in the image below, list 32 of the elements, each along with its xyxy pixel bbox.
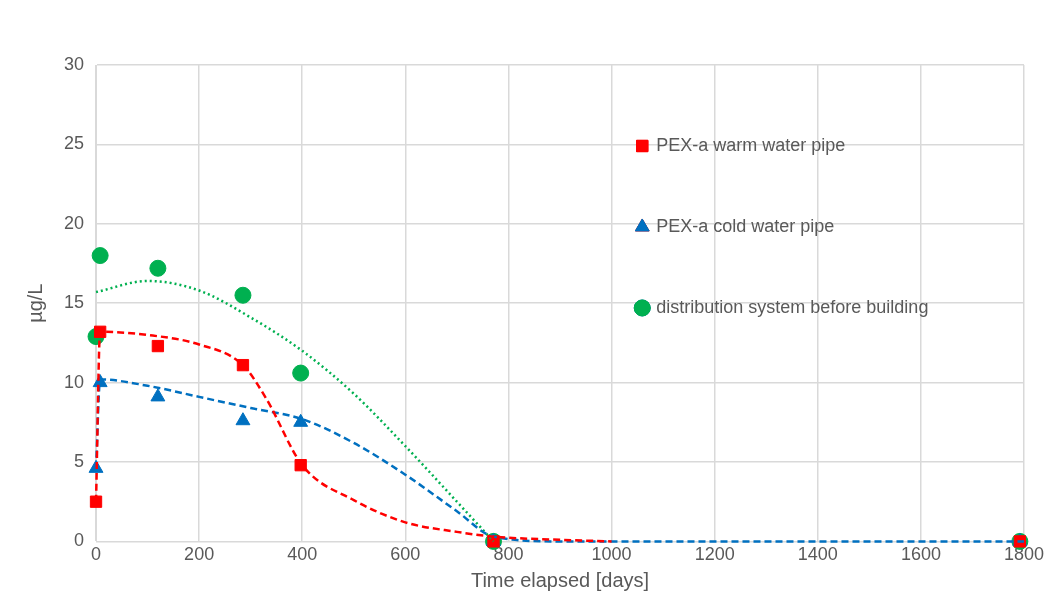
x-tick-label: 200 xyxy=(184,544,215,565)
y-tick-label: 15 xyxy=(63,292,85,313)
x-tick-label: 600 xyxy=(390,544,421,565)
point xyxy=(89,495,103,508)
y-tick-label: 20 xyxy=(63,212,85,233)
x-axis-title: Time elapsed [days] xyxy=(470,568,650,591)
x-tick-label: 400 xyxy=(287,544,318,565)
legend-label: PEX-a warm water pipe xyxy=(656,134,846,155)
x-tick-label: 1200 xyxy=(694,544,735,565)
y-tick-label: 0 xyxy=(74,530,85,551)
point xyxy=(151,339,165,353)
point xyxy=(293,413,309,427)
legend-label: distribution system before building xyxy=(656,296,929,317)
y-tick-label: 5 xyxy=(74,450,85,471)
point xyxy=(235,412,251,426)
point xyxy=(292,364,310,382)
x-tick-label: 1600 xyxy=(900,544,941,565)
y-tick-label: 25 xyxy=(63,133,85,154)
legend-label: PEX-a cold water pipe xyxy=(656,215,835,236)
x-tick-label: 1400 xyxy=(797,544,838,565)
x-tick-label: 800 xyxy=(493,544,524,565)
x-tick-label: 0 xyxy=(91,544,102,565)
y-tick-label: 10 xyxy=(63,371,85,392)
x-tick-label: 1800 xyxy=(1003,544,1045,565)
x-tick-label: 1000 xyxy=(591,544,632,565)
point xyxy=(150,388,166,402)
y-axis-title: µg/L xyxy=(23,283,46,323)
point xyxy=(91,247,109,265)
point xyxy=(93,325,107,338)
y-tick-label: 30 xyxy=(63,53,85,74)
point xyxy=(234,286,252,304)
point xyxy=(149,259,167,277)
